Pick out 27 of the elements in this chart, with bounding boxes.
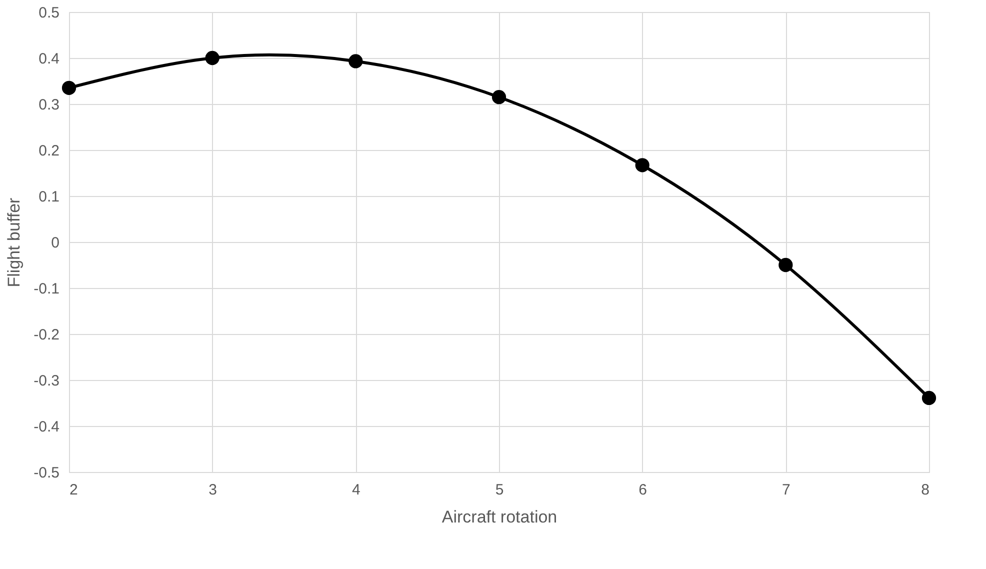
y-tick-label: 0.2	[38, 142, 60, 160]
y-tick-label: 0.4	[38, 50, 60, 68]
y-tick-label: -0.1	[34, 280, 60, 298]
x-axis-title: Aircraft rotation	[442, 508, 558, 526]
y-axis-title: Flight buffer	[4, 197, 24, 288]
point	[778, 258, 793, 272]
point	[205, 50, 220, 66]
point	[492, 90, 506, 104]
y-tick-label: -0.3	[34, 372, 60, 390]
y-tick-label: -0.5	[34, 464, 60, 482]
point	[922, 390, 936, 405]
y-tick-label: 0.3	[38, 96, 60, 114]
x-tick-label: 4	[352, 482, 360, 498]
point	[635, 158, 650, 172]
x-tick-label: 5	[495, 482, 504, 498]
x-tick-label: 3	[208, 482, 218, 498]
y-tick-label: 0	[51, 234, 60, 252]
x-tick-label: 2	[70, 482, 78, 498]
y-tick-label: 0.5	[38, 4, 60, 22]
y-tick-label: -0.4	[34, 418, 60, 436]
x-tick-label: 6	[638, 482, 648, 498]
point	[62, 80, 76, 95]
y-tick-label: -0.2	[34, 326, 60, 344]
y-tick-label: 0.1	[38, 188, 60, 206]
x-tick-label: 7	[782, 482, 790, 498]
point	[348, 54, 363, 68]
x-tick-label: 8	[921, 482, 930, 498]
